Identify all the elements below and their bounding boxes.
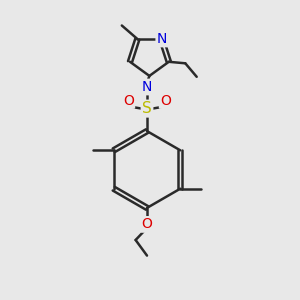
Text: N: N [142,80,152,94]
Text: O: O [160,94,171,107]
Text: S: S [142,101,152,116]
Text: N: N [157,32,167,46]
Text: O: O [123,94,134,107]
Text: O: O [142,218,152,231]
